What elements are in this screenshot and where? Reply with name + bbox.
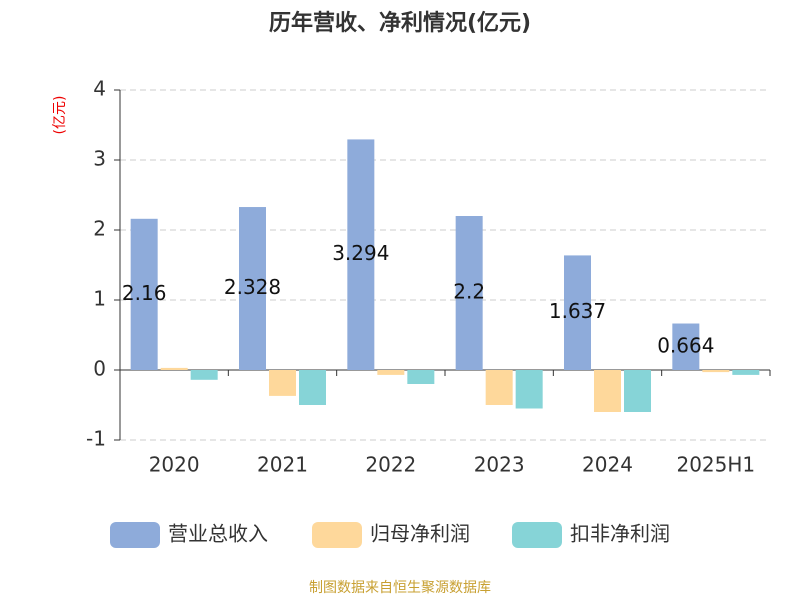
- bar: [672, 323, 700, 370]
- data-label: 1.637: [549, 299, 606, 323]
- bar: [130, 218, 158, 370]
- data-label: 2.328: [224, 275, 281, 299]
- x-tick-label: 2024: [582, 453, 633, 477]
- data-label: 3.294: [332, 241, 389, 265]
- bar: [299, 370, 326, 405]
- bar: [407, 370, 435, 384]
- legend-label: 扣非净利润: [570, 522, 670, 546]
- x-tick-label: 2020: [149, 453, 200, 477]
- source-note: 制图数据来自恒生聚源数据库: [309, 580, 491, 596]
- bar: [190, 370, 218, 380]
- x-tick-label: 2023: [474, 453, 525, 477]
- bar: [624, 370, 651, 412]
- legend-swatch: [110, 522, 160, 548]
- y-tick-label: -1: [86, 427, 106, 451]
- legend-label: 营业总收入: [168, 522, 268, 546]
- data-label: 2.16: [122, 281, 167, 305]
- y-tick-label: 4: [93, 77, 106, 101]
- x-tick-label: 2025H1: [676, 453, 755, 477]
- bar: [732, 370, 760, 375]
- bar: [160, 367, 188, 370]
- bar: [269, 370, 296, 396]
- bar: [702, 370, 730, 373]
- y-tick-label: 0: [93, 357, 106, 381]
- bar: [515, 370, 543, 409]
- legend-swatch: [512, 522, 562, 548]
- data-label: 0.664: [657, 333, 714, 357]
- chart-title: 历年营收、净利情况(亿元): [269, 10, 531, 36]
- bar: [564, 255, 591, 370]
- y-tick-label: 2: [93, 217, 106, 241]
- y-axis-label: (亿元): [52, 96, 68, 135]
- bar: [377, 370, 405, 375]
- x-tick-label: 2021: [257, 453, 308, 477]
- legend-swatch: [312, 522, 362, 548]
- bar: [594, 370, 621, 412]
- data-label: 2.2: [453, 280, 485, 304]
- bar: [455, 216, 483, 370]
- y-tick-label: 3: [93, 147, 106, 171]
- legend-label: 归母净利润: [370, 522, 470, 546]
- y-tick-label: 1: [93, 287, 106, 311]
- bar: [347, 139, 375, 370]
- bar: [239, 207, 266, 370]
- x-tick-label: 2022: [365, 453, 416, 477]
- bar: [485, 370, 513, 405]
